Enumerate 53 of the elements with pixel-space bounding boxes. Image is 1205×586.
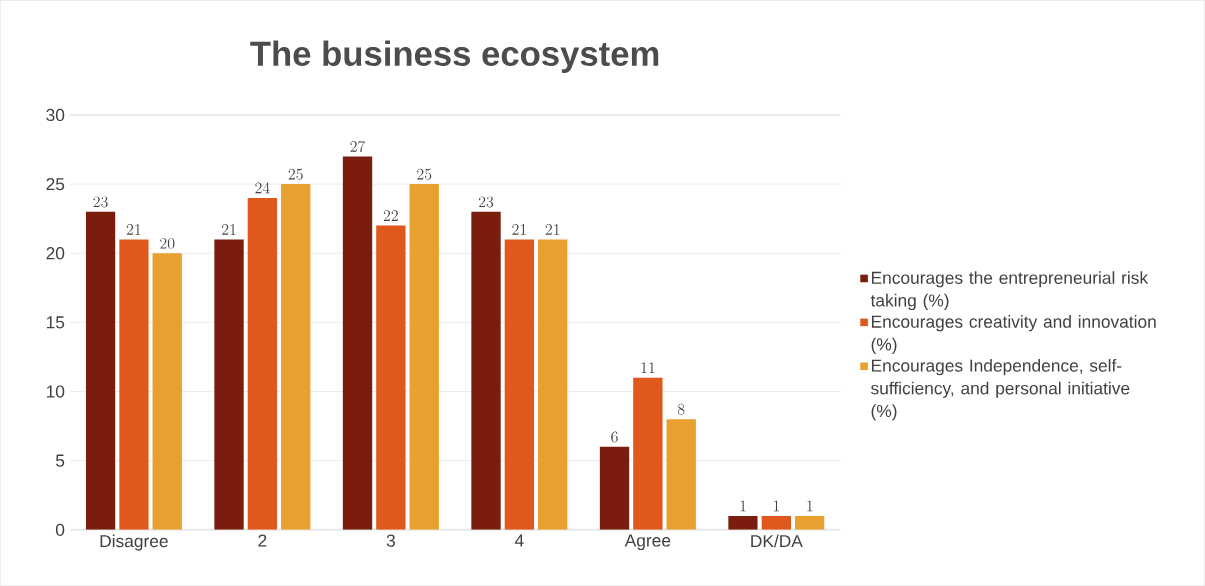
data-label: 23 <box>93 196 108 208</box>
data-label: 24 <box>255 182 270 194</box>
bar <box>471 211 501 530</box>
bar <box>666 419 696 530</box>
data-label: 21 <box>545 224 560 235</box>
bar <box>409 184 439 530</box>
y-tick-label: 20 <box>46 247 65 260</box>
data-label: 6 <box>611 431 618 443</box>
x-tick-label: Disagree <box>100 534 168 551</box>
data-label: 21 <box>221 224 236 235</box>
bar <box>247 197 278 530</box>
chart-title: The business ecosystem <box>250 40 659 73</box>
bar <box>152 253 182 530</box>
data-label: 1 <box>807 500 813 512</box>
legend-label: Encourages the entrepreneurial risk taking (%) <box>870 271 1149 310</box>
legend-label: Encourages creativity and innovation (%) <box>871 315 1156 354</box>
bar <box>119 239 149 530</box>
bar <box>538 239 568 530</box>
bar <box>376 225 406 530</box>
bar <box>795 515 825 530</box>
x-tick-label: Agree <box>624 534 671 550</box>
data-label: 25 <box>288 168 303 180</box>
data-label: 20 <box>160 237 175 249</box>
data-label: 1 <box>773 500 780 512</box>
legend-label: Encourages Independence, self-sufficiency, and personal initiative (%) <box>871 358 1130 421</box>
data-label: 21 <box>512 224 526 235</box>
y-tick-label: 10 <box>46 385 65 398</box>
data-label: 21 <box>126 224 141 235</box>
x-tick-label: 2 <box>258 534 267 547</box>
bar <box>728 515 758 530</box>
bar <box>214 239 244 530</box>
data-label: 8 <box>677 403 685 415</box>
x-tick-label: 3 <box>386 534 395 547</box>
data-label: 23 <box>478 196 494 208</box>
y-tick-label: 5 <box>55 454 65 467</box>
bar <box>281 184 311 530</box>
bar <box>761 515 792 530</box>
bar <box>599 446 630 530</box>
data-label: 1 <box>740 500 746 512</box>
x-tick-label: 4 <box>514 534 524 547</box>
data-label: 27 <box>350 140 366 153</box>
data-label: 11 <box>641 362 655 373</box>
data-label: 25 <box>417 168 432 180</box>
y-tick-label: 30 <box>46 108 65 122</box>
y-tick-label: 0 <box>55 523 65 536</box>
bar <box>633 377 663 530</box>
data-label: 22 <box>383 210 398 221</box>
bar <box>342 156 373 530</box>
y-tick-label: 15 <box>46 316 65 329</box>
bar <box>85 211 116 530</box>
bar <box>504 239 535 530</box>
x-tick-label: DK/DA <box>751 534 803 548</box>
y-tick-label: 25 <box>46 177 65 191</box>
